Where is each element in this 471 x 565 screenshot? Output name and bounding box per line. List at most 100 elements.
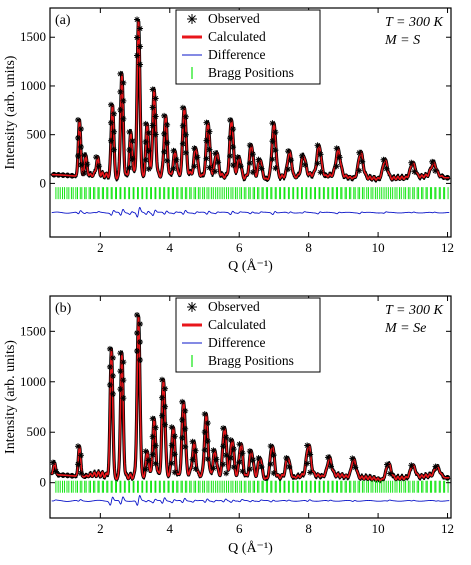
observed-marker bbox=[152, 95, 159, 102]
observed-marker bbox=[137, 61, 144, 68]
observed-marker bbox=[78, 161, 85, 168]
observed-marker bbox=[230, 162, 237, 169]
legend-label: Observed bbox=[208, 299, 260, 314]
observed-marker bbox=[182, 425, 189, 432]
observed-marker bbox=[270, 452, 277, 459]
observed-marker bbox=[182, 443, 189, 450]
observed-marker bbox=[142, 448, 149, 455]
observed-marker bbox=[152, 113, 159, 120]
observed-marker bbox=[149, 433, 156, 440]
observed-marker bbox=[149, 104, 156, 111]
observed-marker bbox=[170, 147, 177, 154]
observed-marker bbox=[408, 462, 415, 469]
observed-marker bbox=[191, 145, 198, 152]
observed-marker bbox=[110, 146, 117, 153]
observed-marker bbox=[206, 164, 213, 171]
observed-marker bbox=[227, 135, 234, 142]
observed-marker bbox=[53, 468, 60, 475]
legend-label: Difference bbox=[208, 335, 265, 350]
observed-marker bbox=[145, 457, 152, 464]
observed-marker bbox=[298, 152, 305, 159]
observed-marker bbox=[164, 157, 171, 164]
observed-marker bbox=[194, 154, 201, 161]
observed-marker bbox=[134, 312, 141, 319]
observed-marker bbox=[137, 357, 144, 364]
observed-marker bbox=[142, 138, 149, 145]
observed-marker bbox=[304, 442, 311, 449]
observed-marker bbox=[327, 463, 334, 470]
observed-marker bbox=[168, 460, 175, 467]
observed-marker bbox=[236, 441, 243, 448]
observed-marker bbox=[301, 161, 308, 168]
panel-a-axes: 2 4 6 8 10 12 0 500 1000 1500 bbox=[20, 8, 454, 255]
observed-marker bbox=[213, 456, 220, 463]
observed-marker bbox=[246, 466, 253, 473]
observed-marker bbox=[164, 139, 171, 146]
observed-marker bbox=[117, 350, 124, 357]
observed-marker bbox=[249, 457, 256, 464]
observed-marker bbox=[359, 158, 366, 165]
bragg-positions bbox=[55, 187, 449, 200]
observed-marker bbox=[182, 407, 189, 414]
observed-marker bbox=[161, 112, 168, 119]
panel-b-compound-annotation: M = Se bbox=[384, 321, 426, 336]
panel-a-legend: Observed Calculated Difference Bragg Positi… bbox=[175, 9, 321, 85]
observed-marker bbox=[408, 159, 415, 166]
observed-marker bbox=[255, 455, 262, 462]
observed-marker bbox=[93, 154, 100, 161]
observed-marker bbox=[317, 151, 324, 158]
observed-marker bbox=[411, 168, 418, 175]
observed-marker bbox=[429, 158, 436, 165]
panel-b-plot-area bbox=[50, 312, 451, 506]
bragg-positions bbox=[55, 480, 449, 493]
observed-marker bbox=[110, 128, 117, 135]
observed-marker bbox=[134, 34, 141, 41]
panel-b-y-axis-label: Intensity (arb. units) bbox=[3, 340, 18, 454]
y-tick-label: 1500 bbox=[20, 29, 46, 44]
observed-marker bbox=[285, 166, 292, 173]
observed-marker bbox=[106, 345, 113, 352]
observed-marker bbox=[246, 160, 253, 167]
observed-marker bbox=[272, 165, 279, 172]
observed-marker bbox=[107, 137, 114, 144]
observed-marker bbox=[191, 163, 198, 170]
observed-peak-markers bbox=[50, 312, 439, 477]
x-tick-label: 6 bbox=[236, 240, 243, 255]
observed-marker bbox=[203, 119, 210, 126]
observed-marker bbox=[230, 446, 237, 453]
legend-entry: Difference bbox=[182, 47, 265, 62]
observed-marker bbox=[182, 131, 189, 138]
legend-label: Bragg Positions bbox=[208, 353, 294, 368]
observed-marker bbox=[182, 113, 189, 120]
panel-b-legend-box bbox=[175, 297, 321, 373]
y-tick-label: 1500 bbox=[20, 323, 46, 338]
observed-marker bbox=[212, 150, 219, 157]
observed-marker bbox=[227, 437, 234, 444]
panel-a-x-axis-label: Q (Å⁻¹) bbox=[228, 258, 273, 274]
observed-marker bbox=[234, 154, 241, 161]
observed-marker bbox=[145, 147, 152, 154]
observed-marker bbox=[230, 464, 237, 471]
observed-marker bbox=[182, 149, 189, 156]
observed-marker bbox=[227, 455, 234, 462]
observed-marker bbox=[129, 137, 136, 144]
observed-marker bbox=[137, 321, 144, 328]
observed-marker bbox=[81, 170, 88, 177]
observed-marker bbox=[269, 138, 276, 145]
observed-marker bbox=[78, 452, 85, 459]
observed-marker bbox=[220, 443, 227, 450]
x-tick-label: 8 bbox=[305, 240, 312, 255]
observed-marker bbox=[134, 330, 141, 337]
observed-marker bbox=[149, 86, 156, 93]
observed-marker bbox=[106, 381, 113, 388]
observed-marker bbox=[117, 368, 124, 375]
observed-marker bbox=[352, 464, 359, 471]
observed-marker bbox=[179, 416, 186, 423]
observed-marker bbox=[258, 464, 265, 471]
observed-marker bbox=[314, 142, 321, 149]
observed-marker bbox=[210, 465, 217, 472]
x-tick-label: 10 bbox=[372, 240, 385, 255]
legend-entry: Calculated bbox=[182, 29, 266, 44]
panel-b: 2 4 6 8 10 12 0 500 1000 1500 (b) T = 300 K M = S… bbox=[3, 295, 454, 556]
observed-marker bbox=[272, 129, 279, 136]
